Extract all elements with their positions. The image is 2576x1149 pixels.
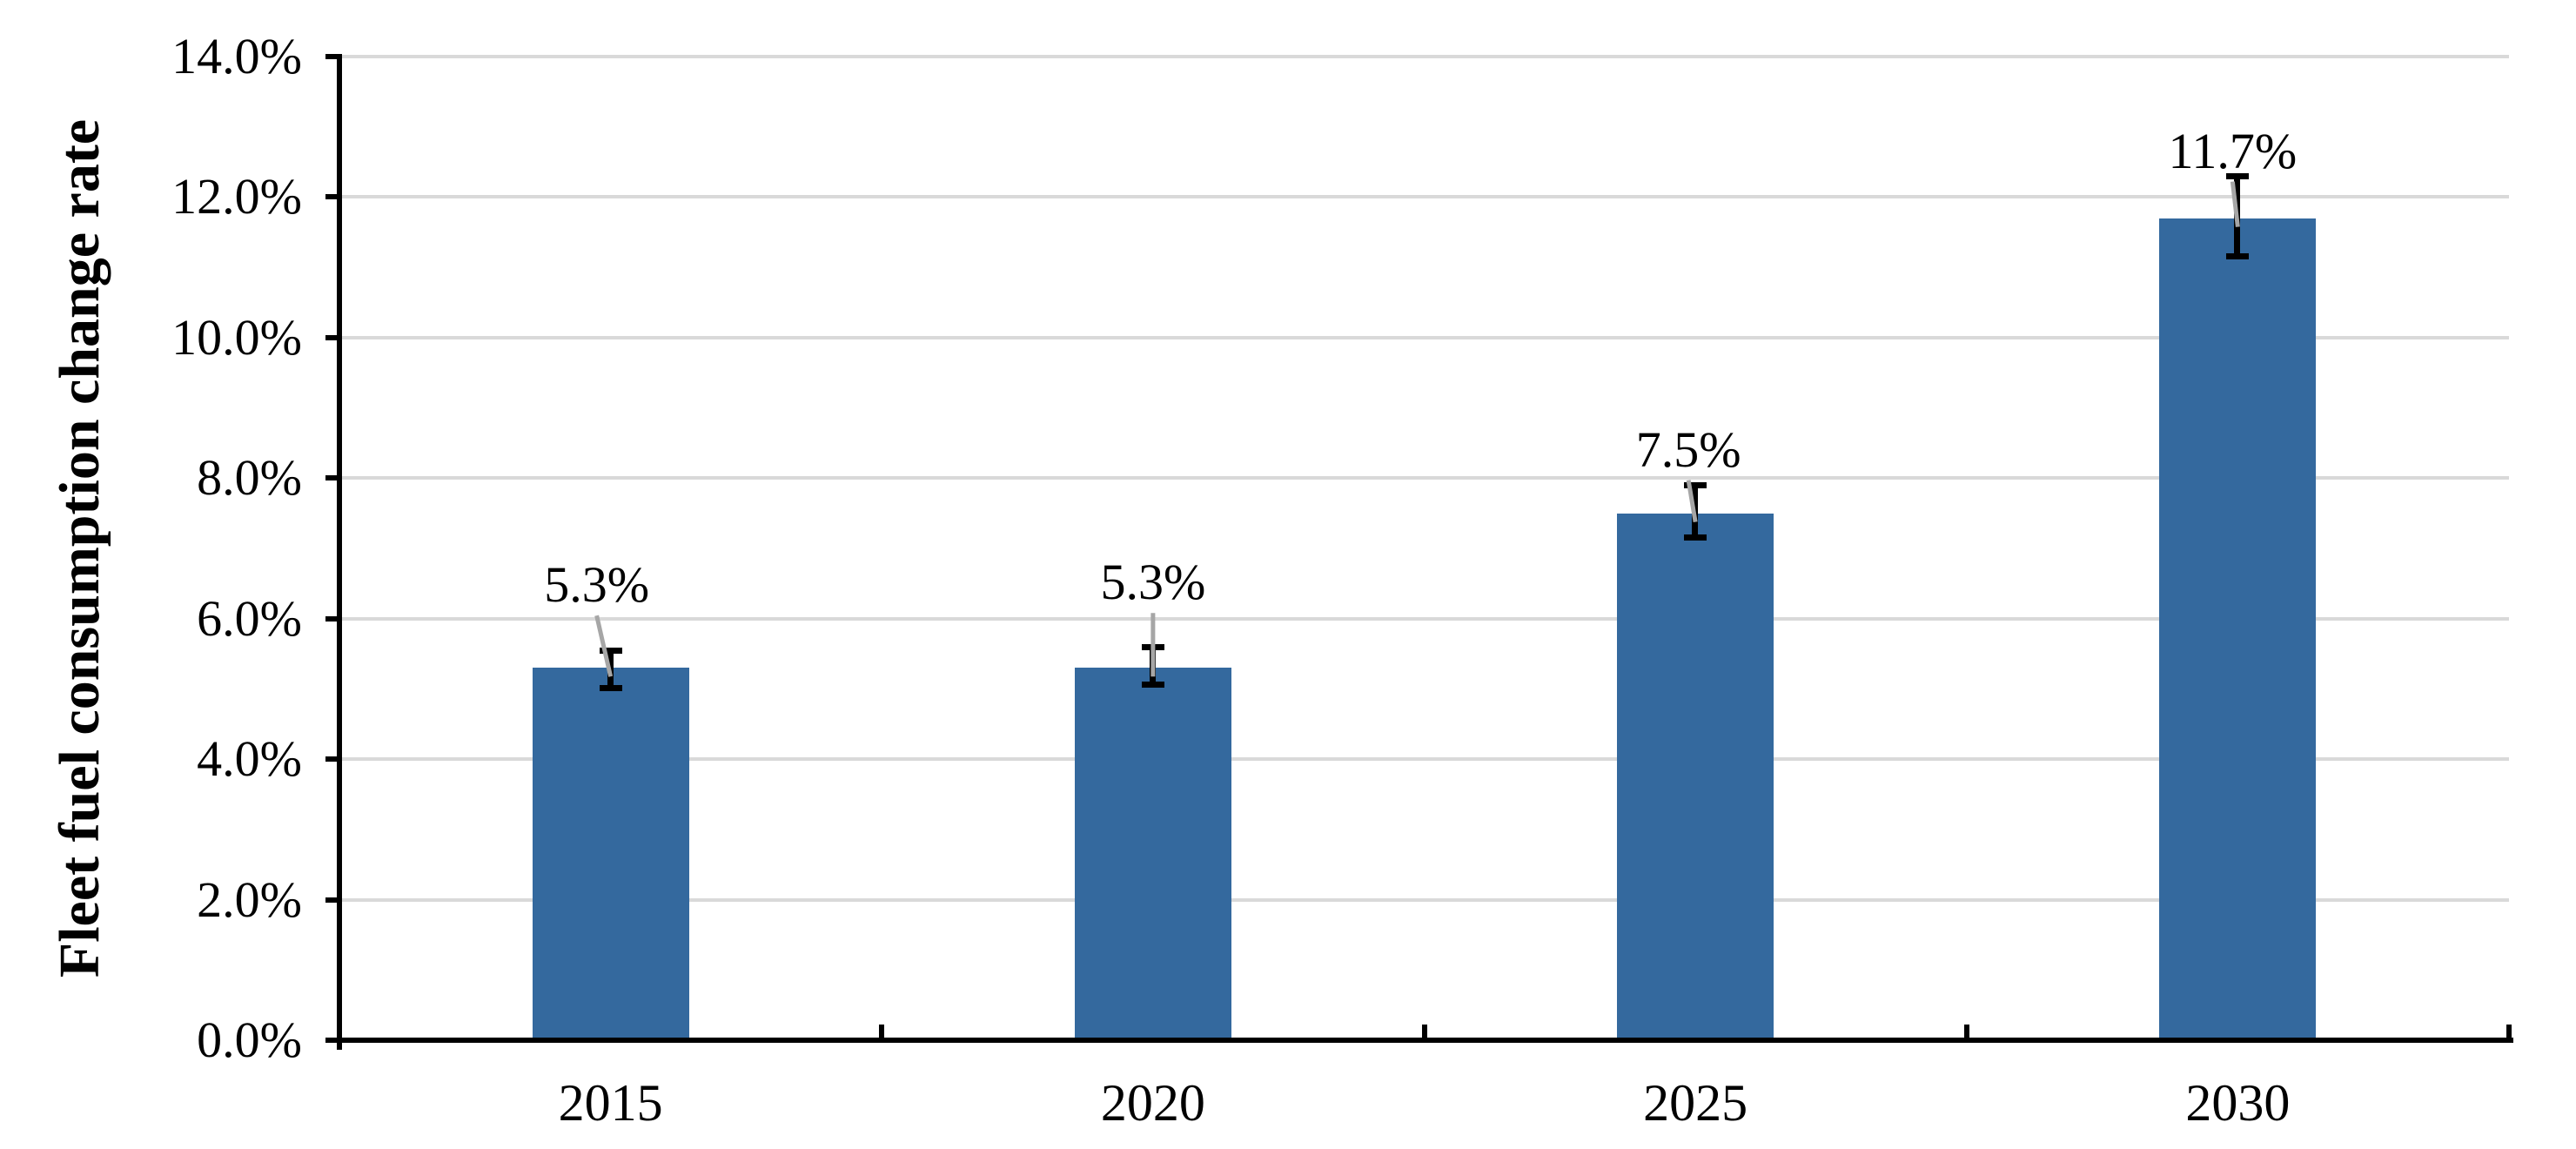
- x-axis-tick: [1421, 1025, 1427, 1040]
- error-bar-top-cap: [2226, 173, 2250, 180]
- gridline: [339, 335, 2509, 339]
- error-bar-bottom-cap: [1141, 682, 1164, 689]
- gridline: [339, 897, 2509, 902]
- y-axis-tick: [325, 756, 339, 763]
- y-axis-line: [337, 54, 342, 1050]
- error-bar-top-cap: [599, 648, 622, 655]
- data-label: 11.7%: [2168, 122, 2298, 179]
- y-axis-tick-label: 4.0%: [197, 730, 302, 788]
- error-bar: [1692, 485, 1699, 538]
- x-axis-tick: [879, 1025, 885, 1040]
- error-bar-bottom-cap: [599, 685, 622, 692]
- x-axis-label-2015: 2015: [558, 1074, 663, 1132]
- y-axis-tick-label: 2.0%: [197, 870, 302, 928]
- y-axis-tick-label: 10.0%: [171, 308, 302, 366]
- gridline: [339, 55, 2509, 58]
- error-bar: [1149, 647, 1156, 686]
- data-label: 5.3%: [544, 556, 650, 614]
- y-axis-tick-label: 0.0%: [197, 1011, 302, 1068]
- error-bar-top-cap: [1141, 644, 1164, 650]
- y-axis-tick: [325, 334, 339, 340]
- y-axis-tick: [325, 194, 339, 200]
- y-axis-tick: [325, 615, 339, 622]
- x-axis-label-2020: 2020: [1100, 1074, 1205, 1132]
- data-label: 5.3%: [1100, 554, 1206, 611]
- y-axis-tick: [325, 897, 339, 903]
- bar-2015: [532, 668, 689, 1040]
- error-bar-bottom-cap: [1684, 534, 1707, 541]
- error-bar-bottom-cap: [2226, 253, 2250, 260]
- x-axis-tick: [2506, 1025, 2512, 1040]
- y-axis-tick: [325, 475, 339, 481]
- x-axis-tick: [1963, 1025, 1969, 1040]
- x-axis-line: [337, 1038, 2513, 1043]
- bar-2025: [1617, 513, 1774, 1040]
- y-axis-tick-label: 6.0%: [197, 589, 302, 647]
- gridline: [339, 476, 2509, 480]
- x-axis-label-2025: 2025: [1643, 1074, 1748, 1132]
- error-bar: [2234, 176, 2241, 258]
- error-bar-top-cap: [1684, 482, 1707, 489]
- gridline: [339, 616, 2509, 621]
- gridline: [339, 195, 2509, 199]
- y-axis-tick-label: 12.0%: [171, 168, 302, 225]
- bar-2020: [1074, 668, 1231, 1040]
- x-axis-label-2030: 2030: [2185, 1074, 2291, 1132]
- gridline: [339, 757, 2509, 762]
- y-axis-tick-label: 8.0%: [197, 449, 302, 507]
- y-axis-tick: [325, 54, 339, 59]
- y-axis-tick: [325, 1038, 339, 1043]
- data-label: 7.5%: [1635, 420, 1741, 478]
- y-axis-tick-label: 14.0%: [171, 28, 302, 84]
- bar-2030: [2159, 218, 2317, 1040]
- error-bar: [607, 650, 614, 689]
